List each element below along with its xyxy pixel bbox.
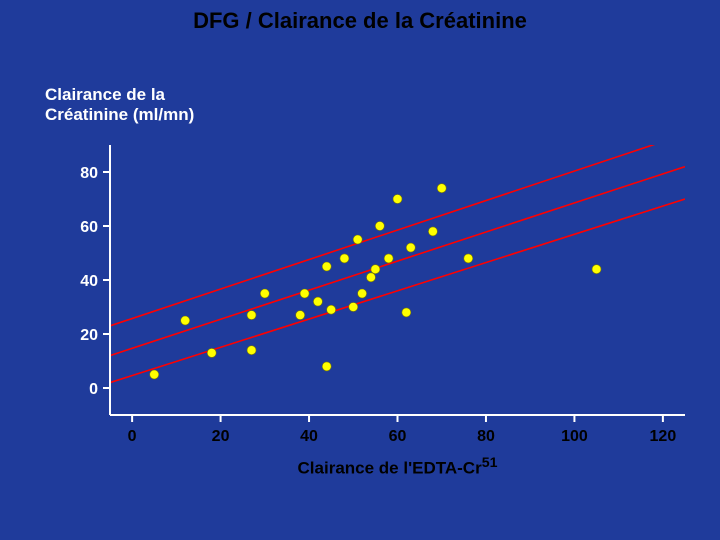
data-point	[375, 222, 384, 231]
y-tick-label: 20	[80, 327, 98, 344]
x-axis-title: Clairance de l'EDTA-Cr51	[110, 455, 685, 479]
x-tick-label: 40	[300, 428, 318, 445]
y-tick-label: 60	[80, 219, 98, 236]
data-point	[322, 362, 331, 371]
data-point	[207, 348, 216, 357]
x-tick-label: 20	[212, 428, 230, 445]
data-point	[340, 254, 349, 263]
data-point	[322, 262, 331, 271]
data-point	[402, 308, 411, 317]
data-point	[353, 235, 362, 244]
data-point	[349, 303, 358, 312]
data-point	[358, 289, 367, 298]
x-tick-label: 80	[477, 428, 495, 445]
y-tick-label: 40	[80, 273, 98, 290]
x-axis-title-text: Clairance de l'EDTA-Cr	[298, 459, 482, 478]
x-tick-label: 0	[128, 428, 137, 445]
y-tick-label: 0	[89, 381, 98, 398]
data-point	[384, 254, 393, 263]
data-point	[260, 289, 269, 298]
data-point	[428, 227, 437, 236]
x-axis-title-sup: 51	[482, 455, 498, 471]
data-point	[371, 265, 380, 274]
data-point	[150, 370, 159, 379]
y-tick-label: 80	[80, 165, 98, 182]
data-point	[313, 297, 322, 306]
data-point	[296, 311, 305, 320]
x-tick-label: 120	[650, 428, 677, 445]
data-point	[464, 254, 473, 263]
data-point	[592, 265, 601, 274]
data-point	[247, 346, 256, 355]
x-tick-label: 100	[561, 428, 588, 445]
x-tick-label: 60	[389, 428, 407, 445]
data-point	[437, 184, 446, 193]
data-point	[366, 273, 375, 282]
data-point	[181, 316, 190, 325]
scatter-plot: 0 20 40 60 80 0 20 40 60 80 100 120	[70, 105, 720, 455]
chart-title: DFG / Clairance de la Créatinine	[0, 8, 720, 34]
data-point	[247, 311, 256, 320]
data-point	[300, 289, 309, 298]
data-point	[406, 243, 415, 252]
data-point	[393, 195, 402, 204]
data-point	[327, 305, 336, 314]
y-axis-title-line1: Clairance de la	[45, 85, 165, 104]
